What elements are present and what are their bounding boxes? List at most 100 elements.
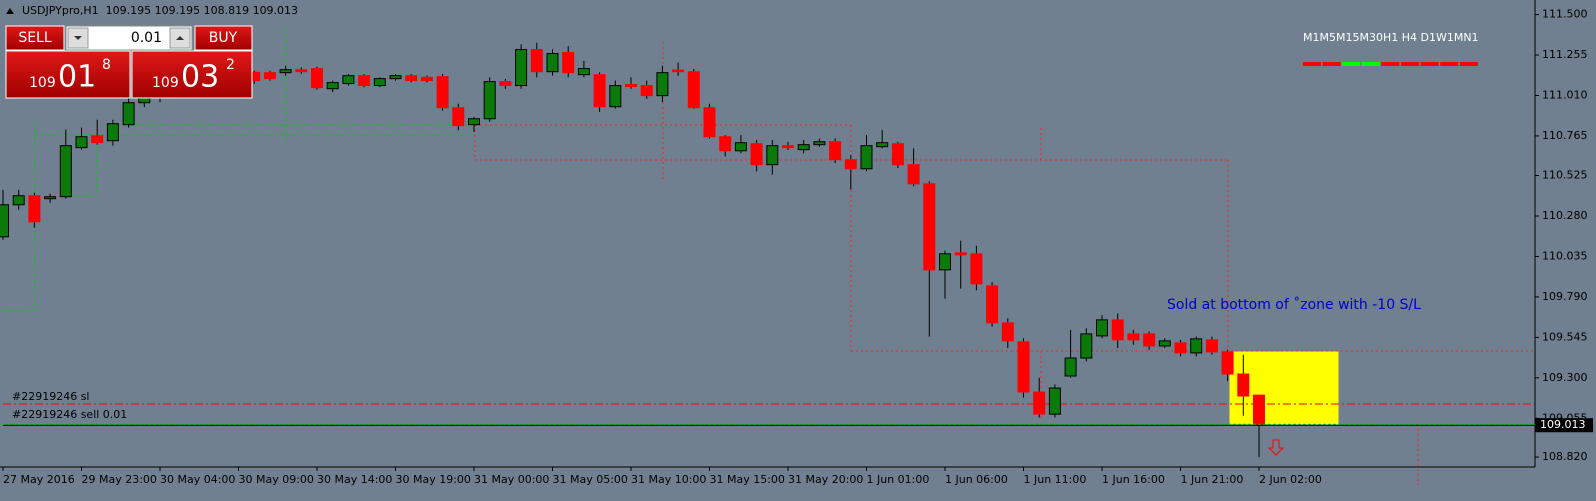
candle-body — [91, 135, 104, 144]
x-tick-label: 27 May 2016 — [3, 473, 75, 486]
timeframe-status-bar — [1401, 62, 1419, 66]
candle-body — [452, 107, 465, 127]
candle-body — [703, 107, 716, 138]
trade-panel: SELL 0.01 BUY 109 01 8 109 03 2 — [5, 25, 253, 99]
y-tick-label: 108.820 — [1542, 450, 1588, 463]
bid-big: 109 — [29, 75, 56, 91]
candle-body — [609, 85, 622, 108]
candle-body — [28, 195, 41, 223]
bid-small: 8 — [102, 57, 111, 73]
lot-value[interactable]: 0.01 — [131, 30, 162, 46]
candle-body — [1064, 357, 1077, 377]
x-tick-label: 30 May 09:00 — [239, 473, 314, 486]
timeframe-status — [1303, 62, 1478, 66]
candle-body — [122, 102, 135, 126]
candle-body — [279, 69, 292, 74]
down-icon — [74, 36, 82, 40]
candle-body — [358, 75, 371, 87]
candle-body — [1111, 319, 1124, 341]
candle-body — [311, 68, 323, 89]
x-tick-label: 1 Jun 06:00 — [945, 473, 1008, 486]
current-price-box — [1535, 418, 1593, 433]
candle-body — [1033, 391, 1046, 415]
timeframe-status-bar — [1440, 62, 1459, 66]
candle-body — [734, 142, 747, 152]
ask-box[interactable] — [131, 50, 253, 99]
order-label: #22919246 sell 0.01 — [12, 408, 127, 421]
x-tick-label: 29 May 23:00 — [82, 473, 157, 486]
timeframe-status-bar — [1420, 62, 1439, 66]
candle-body — [44, 196, 57, 200]
candle-body — [625, 84, 637, 88]
candle-body — [813, 141, 826, 146]
candle-body — [263, 72, 276, 80]
x-tick-label: 1 Jun 21:00 — [1181, 473, 1244, 486]
candle-body — [295, 69, 308, 73]
candle-body — [766, 145, 779, 166]
bid-box[interactable] — [5, 50, 131, 99]
plot — [0, 42, 1265, 458]
x-tick-label: 31 May 20:00 — [788, 473, 863, 486]
x-tick-label: 31 May 15:00 — [710, 473, 785, 486]
timeframe-status-bar — [1303, 62, 1321, 66]
candle-body — [373, 78, 386, 87]
candle-body — [829, 141, 842, 161]
sell-button[interactable] — [5, 25, 65, 51]
buy-label[interactable]: BUY — [209, 30, 238, 46]
x-tick-label: 1 Jun 01:00 — [867, 473, 930, 486]
timeframe-status-bar — [1361, 62, 1380, 66]
candle-body — [515, 49, 528, 87]
bid-main: 01 — [58, 60, 96, 95]
ask-big: 109 — [152, 75, 179, 91]
x-tick-label: 30 May 04:00 — [160, 473, 235, 486]
annotation: Sold at bottom of ˚zone with -10 S/L — [1167, 296, 1421, 313]
candle-body — [907, 164, 920, 185]
y-tick-label: 111.500 — [1542, 8, 1588, 21]
candle-body — [923, 183, 936, 271]
candle-body — [75, 136, 88, 149]
candle-body — [12, 195, 25, 206]
y-tick-label: 110.035 — [1542, 249, 1588, 262]
candle-body — [1253, 394, 1265, 426]
y-tick-label: 109.300 — [1542, 371, 1588, 384]
candle-body — [1001, 322, 1014, 342]
timeframe-status-bar — [1381, 62, 1400, 66]
timeframes: M1M5M15M30H1 H4 D1W1MN1 — [1303, 31, 1479, 44]
y-tick-label: 109.545 — [1542, 330, 1588, 343]
candle-body — [750, 143, 763, 166]
candle-body — [844, 159, 857, 170]
candle-body — [782, 145, 794, 149]
candle-body — [640, 85, 653, 97]
y-tick-label: 110.765 — [1542, 129, 1588, 142]
buy-button[interactable] — [194, 25, 253, 51]
candle-body — [1127, 333, 1140, 341]
candle-body — [59, 145, 72, 198]
chart-title: USDJPYpro,H1 109.195 109.195 108.819 109… — [22, 4, 298, 17]
candle-body — [436, 76, 449, 109]
candle-body — [876, 142, 889, 148]
candle-body — [1190, 338, 1203, 354]
sell-label[interactable]: SELL — [18, 30, 52, 46]
y-tick-label: 110.525 — [1542, 169, 1588, 182]
ask-main: 03 — [181, 60, 219, 95]
candle-body — [1096, 319, 1108, 337]
up-icon — [176, 36, 184, 40]
candle-body — [891, 143, 904, 166]
candle-body — [954, 252, 967, 256]
candle-body — [1221, 351, 1234, 375]
candle-body — [1143, 333, 1156, 347]
ask-small: 2 — [226, 57, 235, 73]
candle-body — [797, 144, 810, 151]
candle-body — [468, 118, 480, 126]
collapse-icon — [6, 8, 14, 14]
candle-body — [970, 253, 983, 285]
x-tick-label: 30 May 14:00 — [317, 473, 392, 486]
candle-body — [1017, 341, 1030, 393]
candle-body — [562, 52, 575, 74]
candle-body — [1048, 387, 1061, 415]
candle-body — [939, 253, 951, 271]
candle-body — [719, 136, 732, 152]
candle-body — [672, 69, 685, 73]
x-tick-label: 31 May 05:00 — [553, 473, 628, 486]
